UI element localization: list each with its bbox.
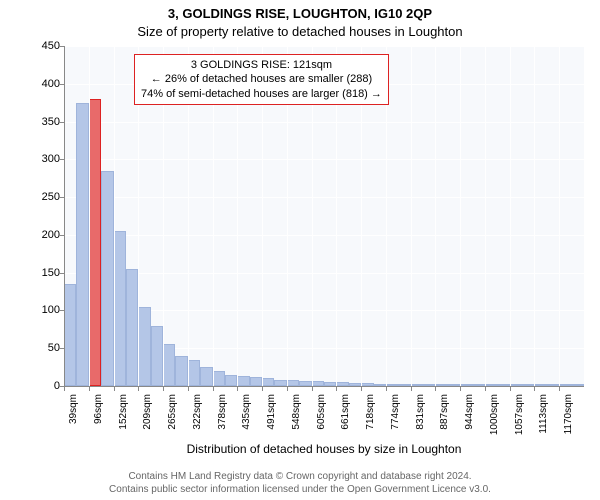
footer-line-1: Contains HM Land Registry data © Crown c… xyxy=(0,471,600,484)
histogram-bar xyxy=(262,378,274,386)
histogram-bar xyxy=(138,307,150,386)
xtick-mark xyxy=(386,386,387,391)
ytick-label: 150 xyxy=(30,267,60,279)
gridline-v xyxy=(534,46,535,386)
ytick-mark xyxy=(59,197,64,198)
gridline-h xyxy=(64,46,584,47)
gridline-h xyxy=(64,235,584,236)
histogram-bar xyxy=(175,356,187,386)
annotation-box: 3 GOLDINGS RISE: 121sqm ← 26% of detache… xyxy=(134,54,389,105)
gridline-v xyxy=(114,46,115,386)
xtick-mark xyxy=(361,386,362,391)
gridline-v xyxy=(435,46,436,386)
xtick-mark xyxy=(262,386,263,391)
gridline-v xyxy=(510,46,511,386)
xtick-mark xyxy=(64,386,65,391)
ytick-mark xyxy=(59,310,64,311)
xtick-mark xyxy=(287,386,288,391)
xtick-mark xyxy=(138,386,139,391)
xtick-mark xyxy=(435,386,436,391)
subtitle: Size of property relative to detached ho… xyxy=(0,24,600,39)
xtick-mark xyxy=(89,386,90,391)
histogram-bar xyxy=(200,367,212,386)
ytick-label: 250 xyxy=(30,191,60,203)
xtick-mark xyxy=(411,386,412,391)
ytick-label: 450 xyxy=(30,40,60,52)
xtick-mark xyxy=(237,386,238,391)
xtick-mark xyxy=(460,386,461,391)
ytick-label: 0 xyxy=(30,380,60,392)
ytick-label: 200 xyxy=(30,229,60,241)
histogram-bar xyxy=(151,326,163,386)
footer-line-2: Contains public sector information licen… xyxy=(0,484,600,497)
histogram-bar xyxy=(76,103,88,386)
x-axis-line xyxy=(64,386,584,387)
xtick-mark xyxy=(485,386,486,391)
histogram-bar xyxy=(188,360,200,386)
gridline-h xyxy=(64,273,584,274)
histogram-bar xyxy=(114,231,126,386)
histogram-bar xyxy=(126,269,138,386)
ytick-label: 350 xyxy=(30,116,60,128)
gridline-v xyxy=(411,46,412,386)
annotation-line-3: 74% of semi-detached houses are larger (… xyxy=(141,87,382,101)
xtick-mark xyxy=(510,386,511,391)
annotation-line-1: 3 GOLDINGS RISE: 121sqm xyxy=(141,58,382,72)
x-axis-label: Distribution of detached houses by size … xyxy=(64,442,584,456)
gridline-v xyxy=(89,46,90,386)
xtick-mark xyxy=(534,386,535,391)
ytick-label: 50 xyxy=(30,342,60,354)
xtick-mark xyxy=(163,386,164,391)
ytick-mark xyxy=(59,46,64,47)
histogram-bar xyxy=(64,284,76,386)
histogram-bar xyxy=(225,375,237,386)
ytick-mark xyxy=(59,348,64,349)
ytick-mark xyxy=(59,122,64,123)
chart-plot-area: 3 GOLDINGS RISE: 121sqm ← 26% of detache… xyxy=(64,46,584,386)
xtick-mark xyxy=(336,386,337,391)
annotation-line-2: ← 26% of detached houses are smaller (28… xyxy=(141,72,382,86)
ytick-label: 400 xyxy=(30,78,60,90)
histogram-bar xyxy=(250,377,262,386)
gridline-h xyxy=(64,122,584,123)
xtick-mark xyxy=(312,386,313,391)
histogram-bar xyxy=(213,371,225,386)
ytick-mark xyxy=(59,84,64,85)
histogram-bar xyxy=(163,344,175,386)
footer: Contains HM Land Registry data © Crown c… xyxy=(0,471,600,496)
address-title: 3, GOLDINGS RISE, LOUGHTON, IG10 2QP xyxy=(0,6,600,21)
xtick-mark xyxy=(188,386,189,391)
gridline-h xyxy=(64,159,584,160)
histogram-bar xyxy=(237,376,249,386)
gridline-v xyxy=(485,46,486,386)
ytick-mark xyxy=(59,235,64,236)
xtick-mark xyxy=(213,386,214,391)
ytick-mark xyxy=(59,159,64,160)
ytick-mark xyxy=(59,273,64,274)
highlighted-bar xyxy=(89,99,101,386)
ytick-label: 300 xyxy=(30,153,60,165)
ytick-label: 100 xyxy=(30,304,60,316)
gridline-v xyxy=(559,46,560,386)
histogram-bar xyxy=(101,171,113,386)
gridline-v xyxy=(460,46,461,386)
gridline-h xyxy=(64,197,584,198)
xtick-mark xyxy=(114,386,115,391)
xtick-mark xyxy=(559,386,560,391)
y-axis-line xyxy=(64,46,65,386)
